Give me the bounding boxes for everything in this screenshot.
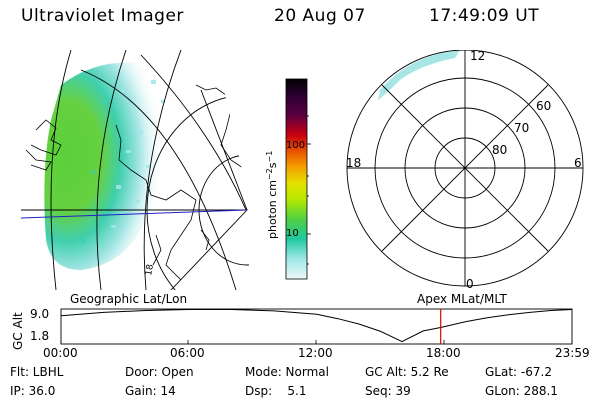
time-label: 17:49:09 UT	[429, 6, 540, 26]
satellite-ground-track	[21, 209, 248, 219]
chart-frame	[60, 308, 573, 345]
geo-panel-label: Geographic Lat/Lon	[70, 292, 188, 306]
info-glat: GLat: -67.2	[485, 365, 552, 379]
ytick-top: 9.0	[30, 307, 49, 321]
colorbar-tick-100: 100	[286, 140, 306, 151]
xtick-1800: 18:00	[426, 346, 461, 360]
ground-label: 18	[144, 263, 156, 276]
info-gc-alt: GC Alt: 5.2 Re	[365, 365, 449, 379]
geographic-image-panel: 18	[21, 50, 249, 290]
colorbar: photon cm−2s−1	[265, 78, 311, 280]
mlat-label-80: 80	[492, 143, 507, 157]
instrument-title: Ultraviolet Imager	[21, 6, 184, 26]
info-gain: Gain: 14	[125, 384, 176, 398]
colorbar-gradient	[285, 78, 308, 280]
mlat-label-60: 60	[536, 99, 551, 113]
aurora-emission	[44, 62, 174, 270]
info-seq: Seq: 39	[365, 384, 411, 398]
ytick-bottom: 1.8	[30, 329, 49, 343]
polar-mlt-panel: 12 18 6 0 60 70 80	[346, 50, 584, 290]
date-label: 20 Aug 07	[274, 6, 366, 26]
info-dsp: Dsp: 5.1	[245, 384, 307, 398]
mlt-label-0: 0	[466, 277, 474, 290]
polar-panel-label: Apex MLat/MLT	[417, 292, 507, 306]
info-mode: Mode: Normal	[245, 365, 329, 379]
xtick-2359: 23:59	[555, 346, 590, 360]
xtick-0000: 00:00	[43, 346, 78, 360]
mlat-label-70: 70	[514, 121, 529, 135]
polar-aurora-emission	[378, 50, 460, 100]
info-door: Door: Open	[125, 365, 194, 379]
colorbar-label: photon cm−2s−1	[265, 151, 279, 239]
orbit-altitude-chart: GC Alt 9.0 1.8	[11, 307, 573, 350]
chart-ylabel: GC Alt	[11, 312, 25, 350]
info-ip: IP: 36.0	[10, 384, 56, 398]
colorbar-tick-10: 10	[286, 228, 299, 239]
mlt-label-18: 18	[346, 156, 361, 170]
info-glon: GLon: 288.1	[485, 384, 558, 398]
info-flt: Flt: LBHL	[10, 365, 64, 379]
xtick-1200: 12:00	[298, 346, 333, 360]
mlt-label-12: 12	[470, 50, 485, 63]
chart-ticks	[60, 340, 573, 344]
altitude-series-line	[60, 309, 573, 343]
mlt-label-6: 6	[574, 156, 582, 170]
xtick-0600: 06:00	[170, 346, 205, 360]
